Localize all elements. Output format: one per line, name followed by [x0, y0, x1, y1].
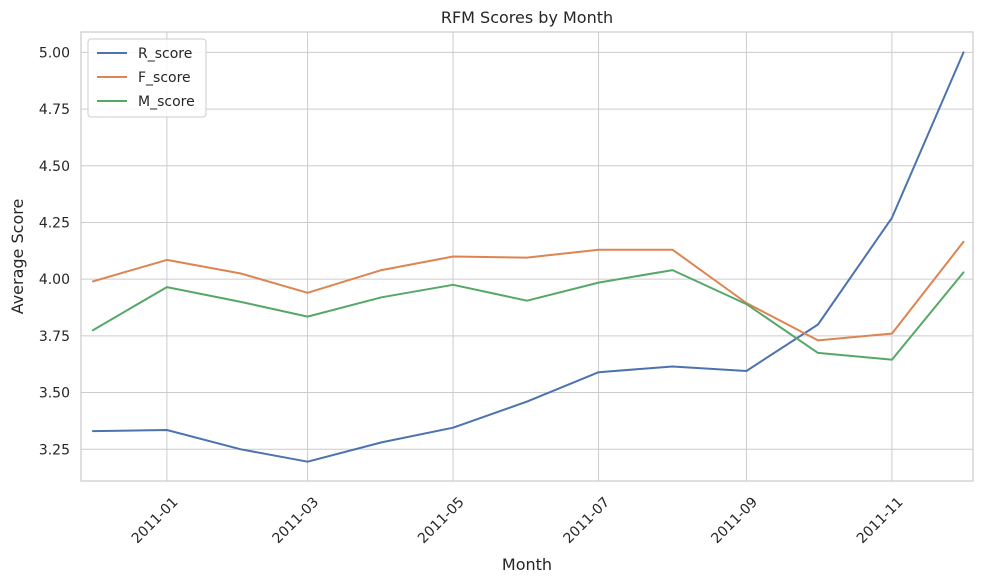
y-axis-title: Average Score	[8, 199, 27, 315]
y-tick-label: 5.00	[39, 45, 70, 61]
y-tick-label: 3.25	[39, 442, 70, 458]
series-line-f-score	[91, 240, 965, 342]
plot-area-frame	[80, 31, 974, 482]
legend-label-m-score: M_score	[138, 94, 195, 110]
y-tick-label: 4.75	[39, 102, 70, 118]
legend-label-f-score: F_score	[138, 70, 191, 86]
series-line-m-score	[91, 269, 965, 361]
series-line-r-score	[91, 51, 965, 463]
y-tick-label: 3.50	[39, 386, 70, 402]
y-tick-label: 4.00	[39, 272, 70, 288]
chart-title: RFM Scores by Month	[441, 8, 613, 27]
legend-label-r-score: R_score	[138, 46, 192, 62]
legend-frame	[87, 38, 207, 118]
y-axis-tick-labels: 3.25 3.50 3.75 4.00 4.25 4.50 4.75 5.00	[39, 45, 70, 458]
legend: R_score F_score M_score	[87, 38, 207, 118]
x-axis-title: Month	[502, 555, 552, 574]
series-lines	[91, 51, 965, 463]
y-tick-label: 4.25	[39, 215, 70, 231]
y-tick-label: 4.50	[39, 159, 70, 175]
y-tick-label: 3.75	[39, 329, 70, 345]
